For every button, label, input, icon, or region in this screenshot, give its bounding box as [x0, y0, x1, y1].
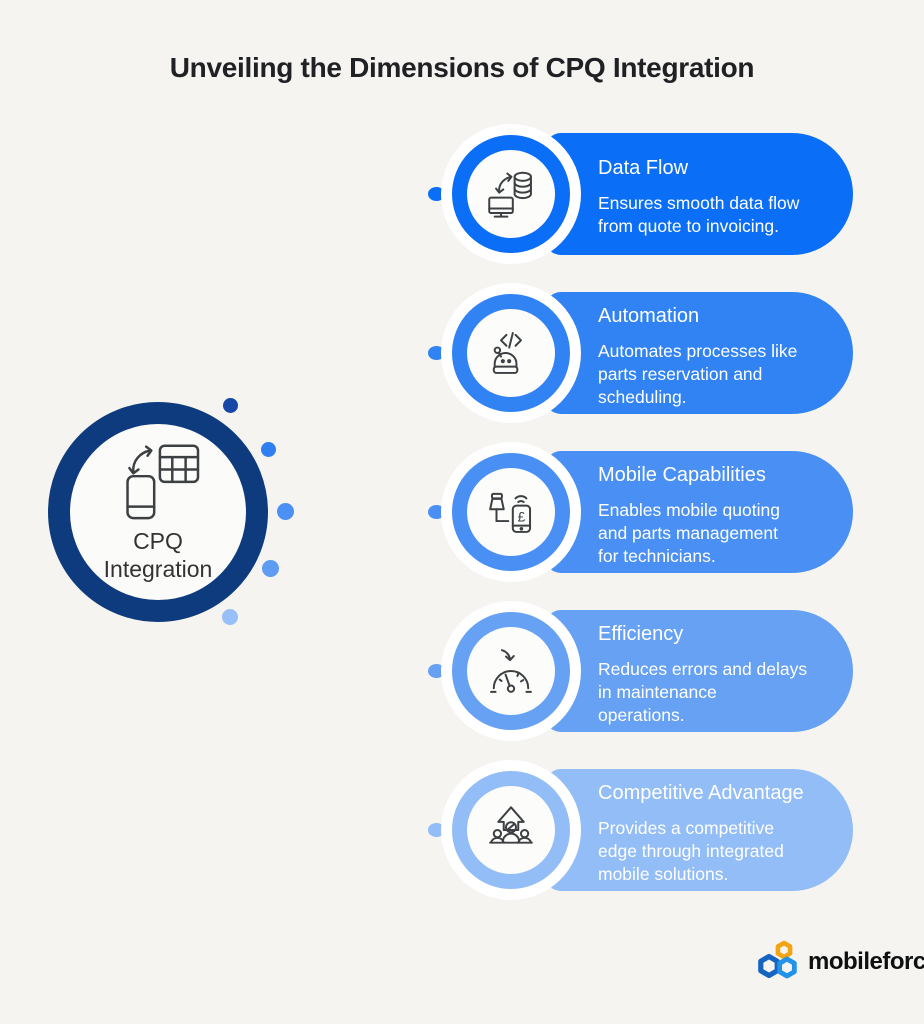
feature-title: Mobile Capabilities — [598, 463, 766, 486]
center-label-line1: CPQ — [133, 528, 183, 555]
brand-name: mobileforce — [808, 948, 924, 975]
speedometer-icon — [490, 649, 532, 693]
icon-ring — [452, 135, 570, 253]
feature-description: Provides a competitive edge through inte… — [598, 817, 784, 884]
feature-description: Automates processes like parts reservati… — [598, 340, 798, 407]
icon-ring: £ — [452, 453, 570, 571]
feature-description: Enables mobile quoting and parts managem… — [598, 499, 780, 566]
feature-pill — [545, 769, 853, 891]
center-label-line2: Integration — [103, 556, 213, 582]
feature-description: Reduces errors and delays in maintenance… — [598, 658, 808, 725]
feature-row-data-flow: Data Flow Ensures smooth data flow from … — [0, 124, 924, 264]
feature-row-competitive-advantage: Competitive Advantage Provides a competi… — [0, 760, 924, 900]
phone-table-sync-icon — [126, 444, 200, 520]
connector-dot — [428, 823, 445, 837]
feature-content: Competitive Advantage Provides a competi… — [598, 760, 848, 900]
monitor-database-sync-icon — [488, 171, 532, 218]
feature-content: Efficiency Reduces errors and delays in … — [598, 601, 848, 741]
feature-row-automation: Automation Automates processes like part… — [0, 283, 924, 423]
logo-hex-blue-light — [777, 956, 797, 979]
svg-text:£: £ — [518, 510, 526, 525]
feature-content: Mobile Capabilities Enables mobile quoti… — [598, 442, 848, 582]
page-title: Unveiling the Dimensions of CPQ Integrat… — [169, 52, 755, 83]
feature-pill — [545, 451, 853, 573]
feature-row-mobile-capabilities: £ Mobile Capabilities Enables mobile quo… — [0, 442, 924, 582]
feature-pill — [545, 292, 853, 414]
feature-title: Automation — [598, 304, 700, 327]
feature-title: Efficiency — [598, 622, 684, 645]
connector-dot — [428, 187, 445, 201]
feature-row-efficiency: Efficiency Reduces errors and delays in … — [0, 601, 924, 741]
mobile-payment-icon: £ — [489, 492, 532, 533]
connector-dot — [428, 505, 445, 519]
feature-pill — [545, 610, 853, 732]
logo-hex-yellow — [775, 940, 793, 960]
feature-title: Competitive Advantage — [598, 781, 804, 804]
brand-logo: mobileforce — [757, 938, 924, 986]
feature-pill — [545, 133, 853, 255]
icon-ring — [452, 771, 570, 889]
team-growth-arrow-icon — [489, 806, 533, 844]
icon-ring — [452, 612, 570, 730]
arc-dot — [222, 609, 238, 625]
arc-dot — [261, 442, 276, 457]
center-node-label: CPQ Integration — [104, 528, 213, 583]
feature-title: Data Flow — [598, 157, 689, 179]
arc-dot — [277, 503, 294, 520]
robot-code-icon — [492, 332, 522, 374]
connector-dot — [428, 664, 445, 678]
feature-content: Automation Automates processes like part… — [598, 283, 848, 423]
connector-dot — [428, 346, 445, 360]
arc-dot — [262, 560, 279, 577]
icon-ring — [452, 294, 570, 412]
logo-hex-blue-dark — [758, 953, 780, 979]
feature-description: Ensures smooth data flow from quote to i… — [598, 193, 800, 236]
arc-dot — [223, 398, 238, 413]
mobileforce-logo-icon — [758, 940, 797, 979]
feature-content: Data Flow Ensures smooth data flow from … — [598, 124, 848, 264]
